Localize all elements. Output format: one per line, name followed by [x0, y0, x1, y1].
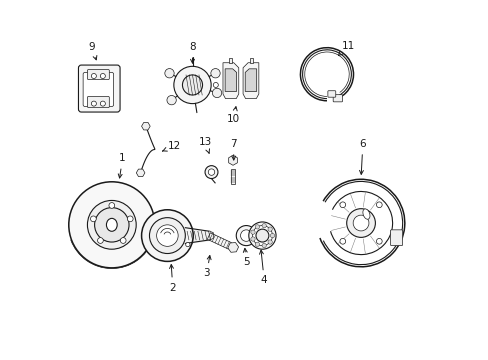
Circle shape [208, 169, 214, 175]
Circle shape [166, 95, 176, 105]
Polygon shape [209, 231, 213, 240]
Circle shape [236, 226, 256, 246]
Circle shape [69, 182, 155, 268]
Circle shape [262, 243, 266, 248]
FancyBboxPatch shape [87, 96, 109, 108]
Circle shape [149, 218, 185, 253]
Text: 11: 11 [338, 41, 354, 55]
Circle shape [100, 101, 105, 106]
Polygon shape [228, 58, 232, 63]
FancyBboxPatch shape [332, 95, 342, 102]
Text: 10: 10 [227, 107, 240, 124]
Circle shape [376, 238, 382, 244]
Circle shape [120, 238, 126, 243]
Circle shape [127, 216, 133, 222]
Polygon shape [249, 58, 253, 63]
Circle shape [248, 222, 276, 249]
Text: 13: 13 [198, 138, 211, 153]
Circle shape [262, 224, 266, 228]
Circle shape [156, 225, 178, 246]
Text: 5: 5 [243, 248, 249, 267]
Circle shape [142, 210, 193, 261]
Circle shape [255, 242, 259, 247]
Circle shape [250, 237, 255, 241]
Circle shape [213, 82, 218, 87]
FancyBboxPatch shape [83, 72, 113, 107]
Circle shape [98, 238, 103, 243]
Polygon shape [223, 63, 238, 99]
Circle shape [94, 208, 129, 242]
Circle shape [352, 215, 368, 231]
Circle shape [91, 73, 96, 78]
Circle shape [91, 101, 96, 106]
Circle shape [182, 75, 202, 95]
Text: 12: 12 [162, 141, 181, 151]
Text: 3: 3 [203, 256, 211, 278]
Polygon shape [243, 63, 258, 99]
Text: 4: 4 [259, 250, 267, 285]
FancyBboxPatch shape [87, 69, 109, 80]
Circle shape [109, 203, 115, 208]
FancyBboxPatch shape [78, 65, 120, 112]
Text: 6: 6 [359, 139, 366, 174]
Ellipse shape [362, 209, 369, 219]
Text: 1: 1 [118, 153, 125, 178]
Circle shape [346, 209, 375, 237]
Polygon shape [244, 69, 256, 91]
Circle shape [174, 66, 211, 104]
Circle shape [267, 240, 272, 244]
FancyBboxPatch shape [327, 91, 335, 97]
Bar [231, 169, 234, 184]
Circle shape [255, 225, 259, 229]
Circle shape [270, 233, 274, 238]
Circle shape [210, 69, 220, 78]
Text: 7: 7 [230, 139, 237, 160]
Ellipse shape [106, 219, 117, 231]
Circle shape [376, 202, 382, 208]
Circle shape [212, 88, 221, 98]
Circle shape [185, 242, 190, 247]
Circle shape [339, 238, 345, 244]
Circle shape [240, 230, 251, 241]
Circle shape [267, 227, 272, 231]
Circle shape [90, 216, 96, 222]
Text: 9: 9 [89, 42, 97, 60]
Circle shape [252, 226, 272, 246]
Text: 8: 8 [189, 42, 195, 63]
Circle shape [255, 229, 268, 242]
Polygon shape [207, 233, 231, 249]
Circle shape [339, 202, 345, 208]
Circle shape [164, 69, 174, 78]
Circle shape [87, 201, 136, 249]
FancyBboxPatch shape [389, 230, 402, 246]
Circle shape [250, 230, 255, 234]
Polygon shape [224, 69, 236, 91]
Circle shape [100, 73, 105, 78]
Text: 2: 2 [169, 265, 176, 293]
Circle shape [204, 166, 218, 179]
